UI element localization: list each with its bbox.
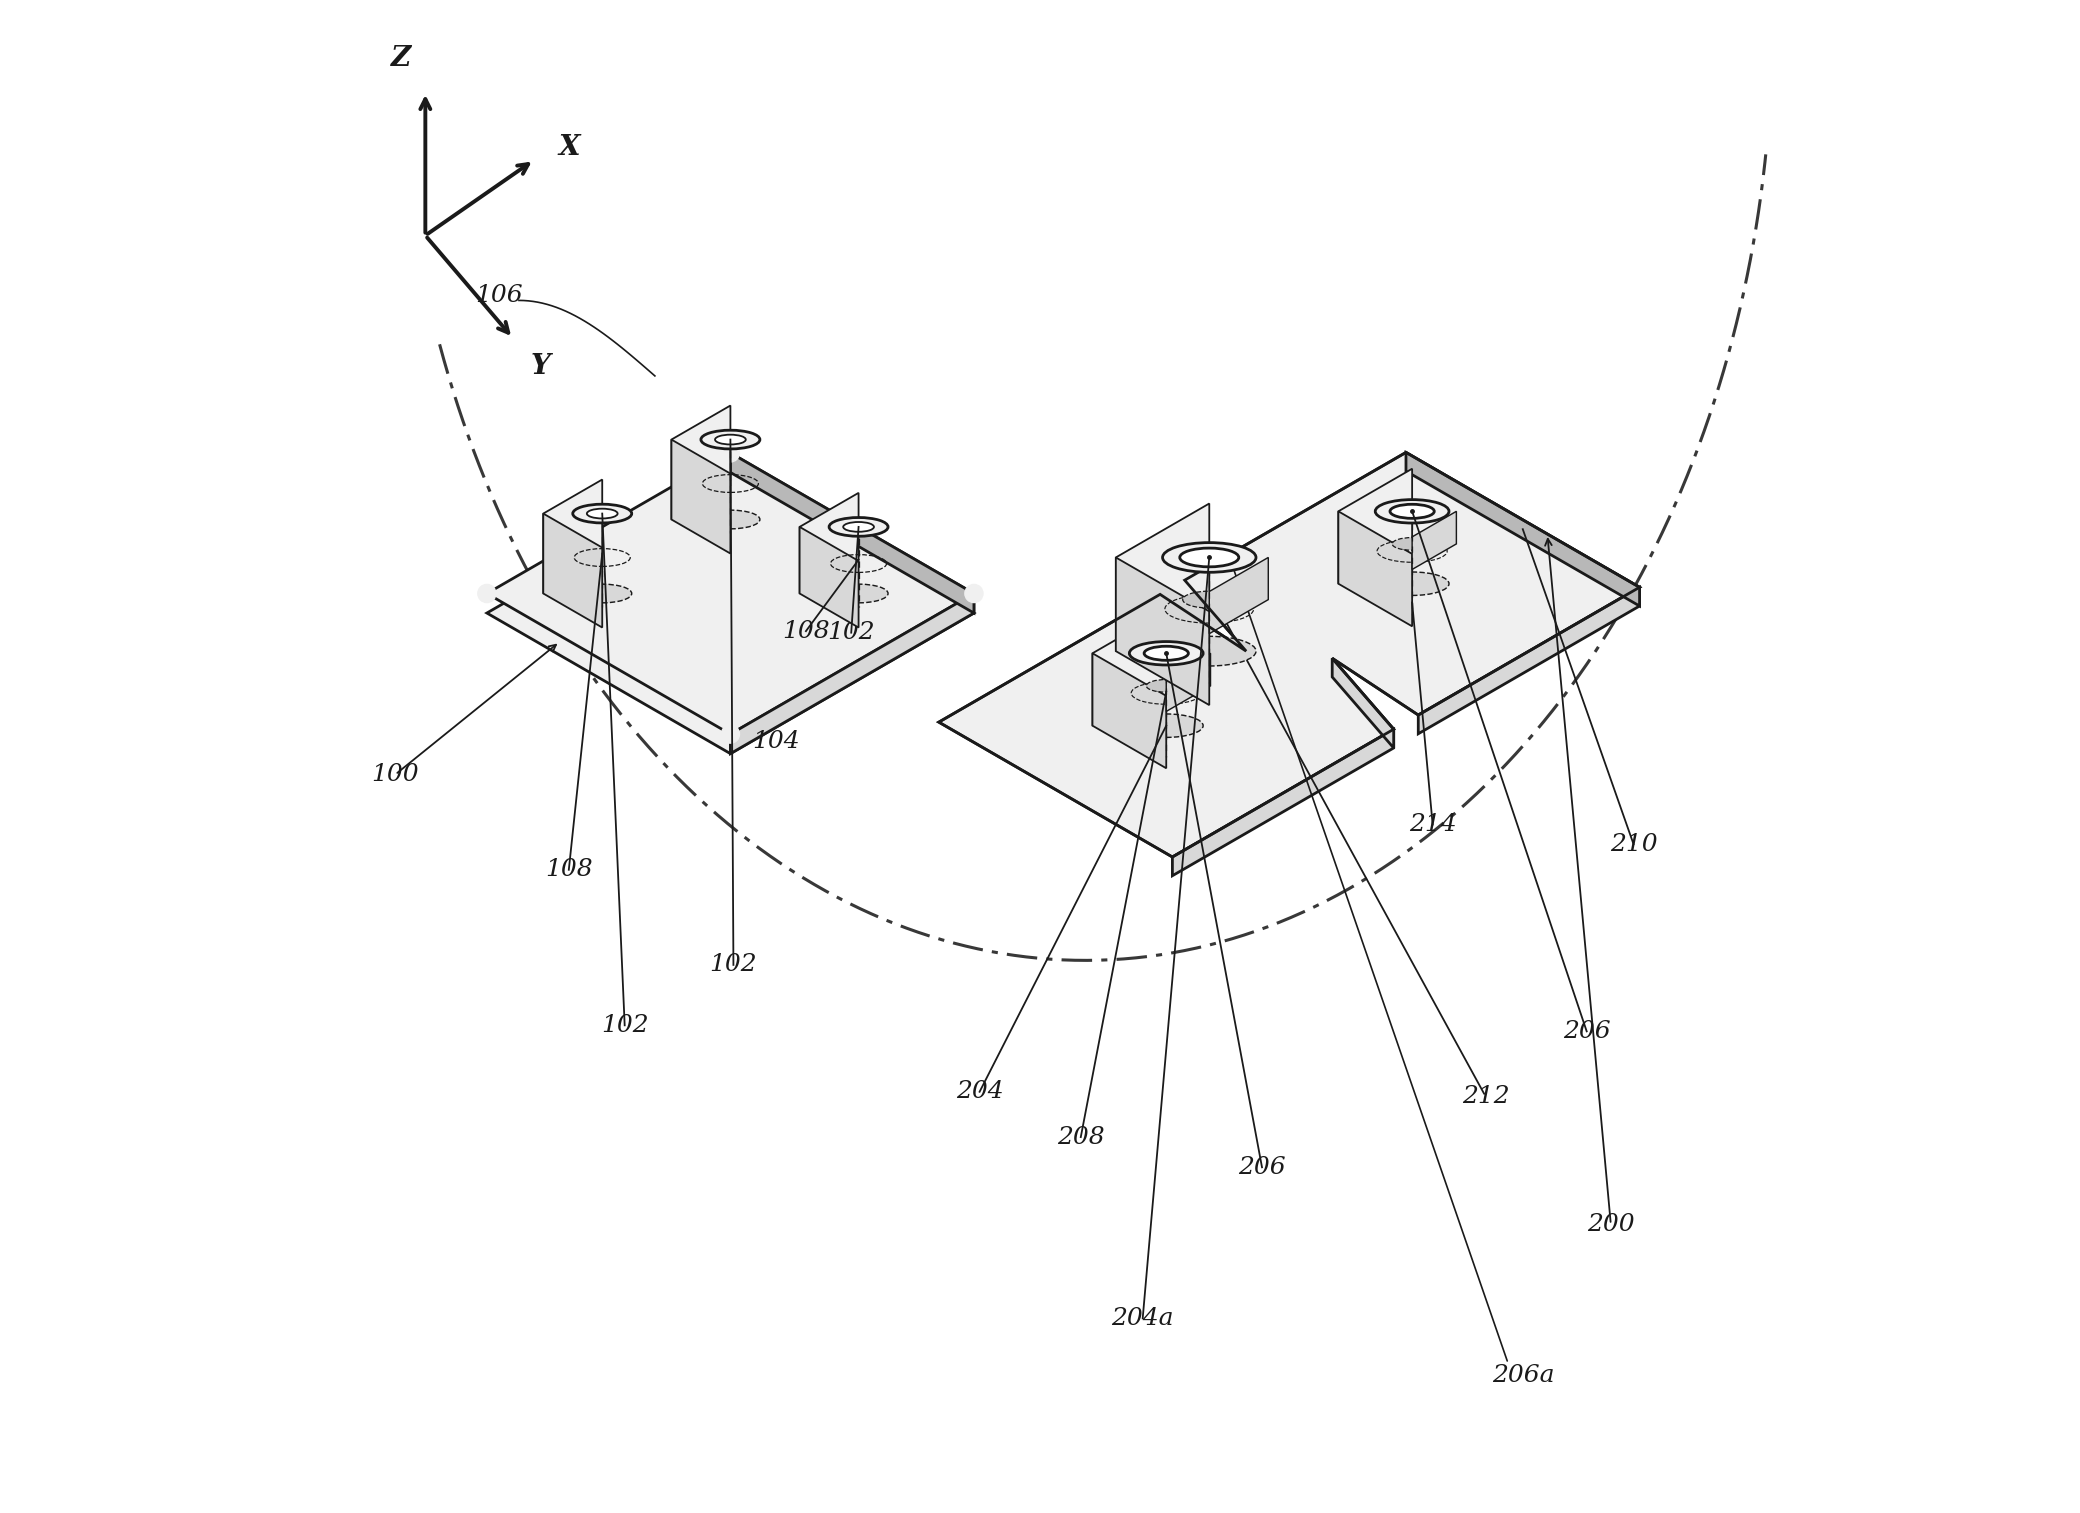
Ellipse shape — [572, 584, 632, 602]
Text: 204a: 204a — [1111, 1307, 1173, 1330]
Text: 210: 210 — [1610, 832, 1658, 855]
Polygon shape — [1337, 511, 1412, 626]
Ellipse shape — [716, 434, 747, 445]
Text: 100: 100 — [372, 763, 418, 787]
Ellipse shape — [1184, 592, 1236, 608]
Polygon shape — [730, 452, 973, 613]
Ellipse shape — [1375, 572, 1450, 596]
Polygon shape — [938, 452, 1639, 856]
Text: 214: 214 — [1408, 812, 1456, 837]
Text: 108: 108 — [782, 620, 830, 643]
Ellipse shape — [587, 508, 618, 519]
Ellipse shape — [1129, 642, 1202, 666]
Ellipse shape — [701, 510, 759, 530]
Text: 108: 108 — [545, 858, 593, 881]
Circle shape — [722, 443, 740, 461]
Polygon shape — [1406, 452, 1639, 607]
Ellipse shape — [701, 430, 759, 449]
Ellipse shape — [1144, 646, 1188, 660]
Text: 102: 102 — [709, 953, 757, 976]
Text: 206: 206 — [1562, 1020, 1610, 1042]
Text: 200: 200 — [1587, 1213, 1635, 1236]
Circle shape — [965, 584, 984, 602]
Polygon shape — [1331, 658, 1394, 747]
Ellipse shape — [830, 584, 888, 602]
Polygon shape — [799, 493, 859, 593]
Polygon shape — [672, 440, 730, 554]
Text: 102: 102 — [601, 1014, 649, 1036]
Polygon shape — [487, 452, 973, 734]
Polygon shape — [487, 472, 973, 753]
Ellipse shape — [572, 504, 632, 523]
Ellipse shape — [1163, 637, 1256, 666]
Polygon shape — [1337, 469, 1412, 584]
Ellipse shape — [1146, 679, 1186, 691]
Ellipse shape — [1179, 548, 1240, 567]
Text: 206a: 206a — [1491, 1365, 1554, 1387]
Polygon shape — [1092, 611, 1167, 726]
Polygon shape — [543, 513, 603, 628]
Ellipse shape — [1375, 499, 1450, 523]
Polygon shape — [730, 593, 973, 753]
Polygon shape — [1115, 557, 1208, 705]
Ellipse shape — [1163, 543, 1256, 572]
Ellipse shape — [1392, 537, 1431, 551]
Ellipse shape — [830, 517, 888, 536]
Text: 206: 206 — [1238, 1156, 1285, 1179]
Text: Y: Y — [530, 353, 551, 380]
Polygon shape — [799, 527, 859, 628]
Polygon shape — [1115, 504, 1208, 651]
Text: X: X — [557, 135, 580, 162]
Polygon shape — [1412, 511, 1456, 569]
Text: 102: 102 — [828, 622, 876, 645]
Ellipse shape — [1129, 714, 1202, 737]
Polygon shape — [1208, 557, 1269, 634]
Text: 208: 208 — [1057, 1126, 1104, 1148]
Polygon shape — [1167, 654, 1211, 711]
Ellipse shape — [842, 522, 874, 531]
Text: Z: Z — [391, 45, 412, 73]
Polygon shape — [543, 480, 603, 593]
Polygon shape — [1173, 729, 1394, 876]
Polygon shape — [1419, 587, 1639, 734]
Text: 212: 212 — [1462, 1085, 1510, 1108]
Ellipse shape — [1389, 504, 1435, 519]
Circle shape — [722, 725, 740, 743]
Polygon shape — [672, 405, 730, 519]
Circle shape — [478, 584, 495, 602]
Polygon shape — [1092, 654, 1167, 769]
Text: 204: 204 — [957, 1080, 1003, 1103]
Text: 106: 106 — [476, 284, 524, 307]
Text: 104: 104 — [751, 729, 799, 753]
